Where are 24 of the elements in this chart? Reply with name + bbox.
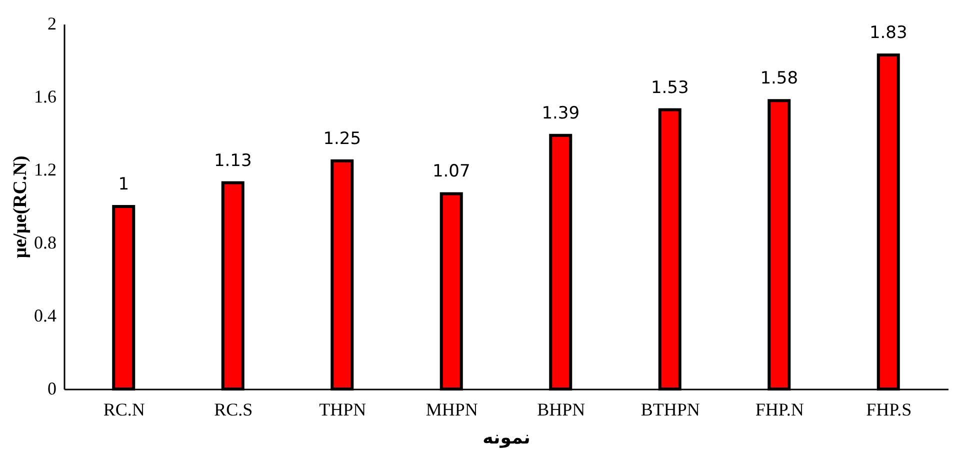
data-label: 1.83 (869, 23, 908, 44)
x-tick-label: BHPN (537, 400, 586, 420)
y-tick-label: 1.6 (34, 86, 56, 106)
y-axis-title: µe/µe(RC.N) (10, 156, 31, 258)
x-tick-label: THPN (319, 400, 366, 420)
x-tick-label: BTHPN (640, 400, 700, 420)
y-tick-label: 0 (48, 378, 56, 398)
y-tick-label: 1.2 (34, 160, 56, 180)
y-tick-label: 2 (48, 14, 56, 34)
data-label: 1.39 (542, 103, 580, 124)
x-tick-label: FHP.N (755, 400, 804, 420)
y-tick-label: 0.4 (34, 306, 56, 326)
data-label: 1.13 (214, 150, 252, 171)
x-axis-title: نمونه (482, 428, 530, 448)
x-tick-label: RC.N (103, 400, 145, 420)
x-tick-label: RC.S (214, 400, 253, 420)
data-label: 1.53 (650, 78, 689, 98)
data-label: 1 (118, 174, 130, 194)
data-label: 1.58 (760, 68, 798, 89)
x-tick-label: MHPN (426, 400, 478, 420)
data-label: 1.25 (323, 128, 362, 149)
y-tick-label: 0.8 (34, 232, 56, 252)
data-label: 1.07 (432, 162, 470, 182)
x-tick-label: FHP.S (866, 400, 912, 420)
